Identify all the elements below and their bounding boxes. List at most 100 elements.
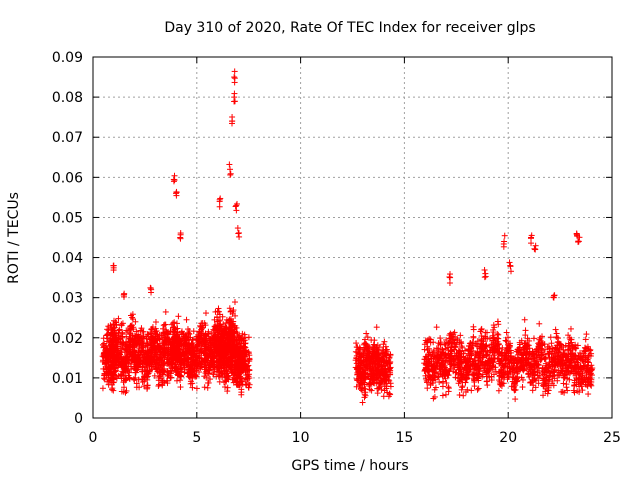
data-point — [468, 387, 475, 394]
data-point — [585, 391, 592, 398]
y-tick-label: 0.05 — [52, 210, 83, 226]
data-point — [177, 235, 184, 242]
data-point — [141, 378, 148, 385]
data-point — [127, 331, 134, 338]
data-point — [115, 355, 122, 362]
data-point — [552, 326, 559, 333]
data-point — [143, 371, 150, 378]
y-tick-label: 0.06 — [52, 170, 83, 186]
data-point — [217, 195, 224, 202]
data-point — [193, 385, 200, 392]
y-tick-label: 0.04 — [52, 251, 83, 267]
data-point — [136, 335, 143, 342]
data-point — [152, 319, 159, 326]
data-point — [119, 368, 126, 375]
data-point — [143, 359, 150, 366]
data-point — [553, 330, 560, 337]
data-point — [500, 243, 507, 250]
x-axis-ticks: 0 5 10 15 20 25 — [89, 57, 621, 446]
data-point — [359, 399, 366, 406]
data-point — [567, 325, 574, 332]
data-point — [563, 381, 570, 388]
x-tick-label: 20 — [499, 430, 517, 446]
data-point — [458, 340, 465, 347]
data-point — [109, 335, 116, 342]
data-point — [201, 384, 208, 391]
data-point — [424, 385, 431, 392]
x-tick-label: 15 — [395, 430, 413, 446]
data-point — [114, 343, 121, 350]
data-point — [235, 230, 242, 237]
data-point — [119, 363, 126, 370]
data-point — [421, 346, 428, 353]
data-point — [144, 376, 151, 383]
data-point — [115, 315, 122, 322]
data-point — [115, 327, 122, 334]
data-point — [171, 177, 178, 184]
data-point — [123, 387, 130, 394]
data-point — [135, 331, 142, 338]
data-point — [112, 374, 119, 381]
y-tick-label: 0.07 — [52, 130, 83, 146]
data-point — [506, 259, 513, 266]
data-point — [202, 310, 209, 317]
data-point — [231, 79, 238, 86]
data-point — [107, 331, 114, 338]
data-point — [129, 314, 136, 321]
data-point — [481, 266, 488, 273]
data-point — [132, 318, 139, 325]
data-point — [173, 377, 180, 384]
data-point — [112, 368, 119, 375]
data-point — [446, 279, 453, 286]
data-point — [131, 347, 138, 354]
data-point — [103, 332, 110, 339]
data-point — [130, 376, 137, 383]
data-point — [143, 335, 150, 342]
data-point — [456, 391, 463, 398]
data-point — [583, 331, 590, 338]
x-tick-label: 10 — [292, 430, 310, 446]
data-point — [508, 268, 515, 275]
data-point — [460, 392, 467, 399]
data-point — [474, 386, 481, 393]
data-point — [501, 232, 508, 239]
data-point — [106, 366, 113, 373]
data-point — [495, 387, 502, 394]
data-point — [162, 308, 169, 315]
data-point — [231, 68, 238, 75]
data-point — [215, 305, 222, 312]
data-point — [139, 328, 146, 335]
data-point — [529, 387, 536, 394]
data-point — [446, 273, 453, 280]
data-point — [109, 386, 116, 393]
data-point — [231, 74, 238, 81]
y-tick-label: 0 — [74, 411, 83, 427]
data-point — [99, 385, 106, 392]
data-point — [173, 188, 180, 195]
data-point — [442, 391, 449, 398]
data-point — [482, 273, 489, 280]
data-point — [494, 318, 501, 325]
data-point — [470, 334, 477, 341]
y-axis-label: ROTI / TECUs — [6, 192, 22, 284]
x-axis-label: GPS time / hours — [291, 458, 408, 474]
data-point — [120, 339, 127, 346]
data-point — [373, 324, 380, 331]
data-point — [123, 354, 130, 361]
y-tick-label: 0.01 — [52, 371, 83, 387]
data-point — [148, 339, 155, 346]
data-point — [135, 339, 142, 346]
data-point — [119, 329, 126, 336]
y-tick-label: 0.03 — [52, 291, 83, 307]
data-point — [121, 377, 128, 384]
data-point — [147, 355, 154, 362]
data-point — [111, 324, 118, 331]
data-point — [110, 342, 117, 349]
data-point — [481, 274, 488, 281]
data-point — [536, 320, 543, 327]
data-point — [439, 392, 446, 399]
data-point — [144, 382, 151, 389]
y-tick-label: 0.08 — [52, 90, 83, 106]
data-point — [129, 322, 136, 329]
